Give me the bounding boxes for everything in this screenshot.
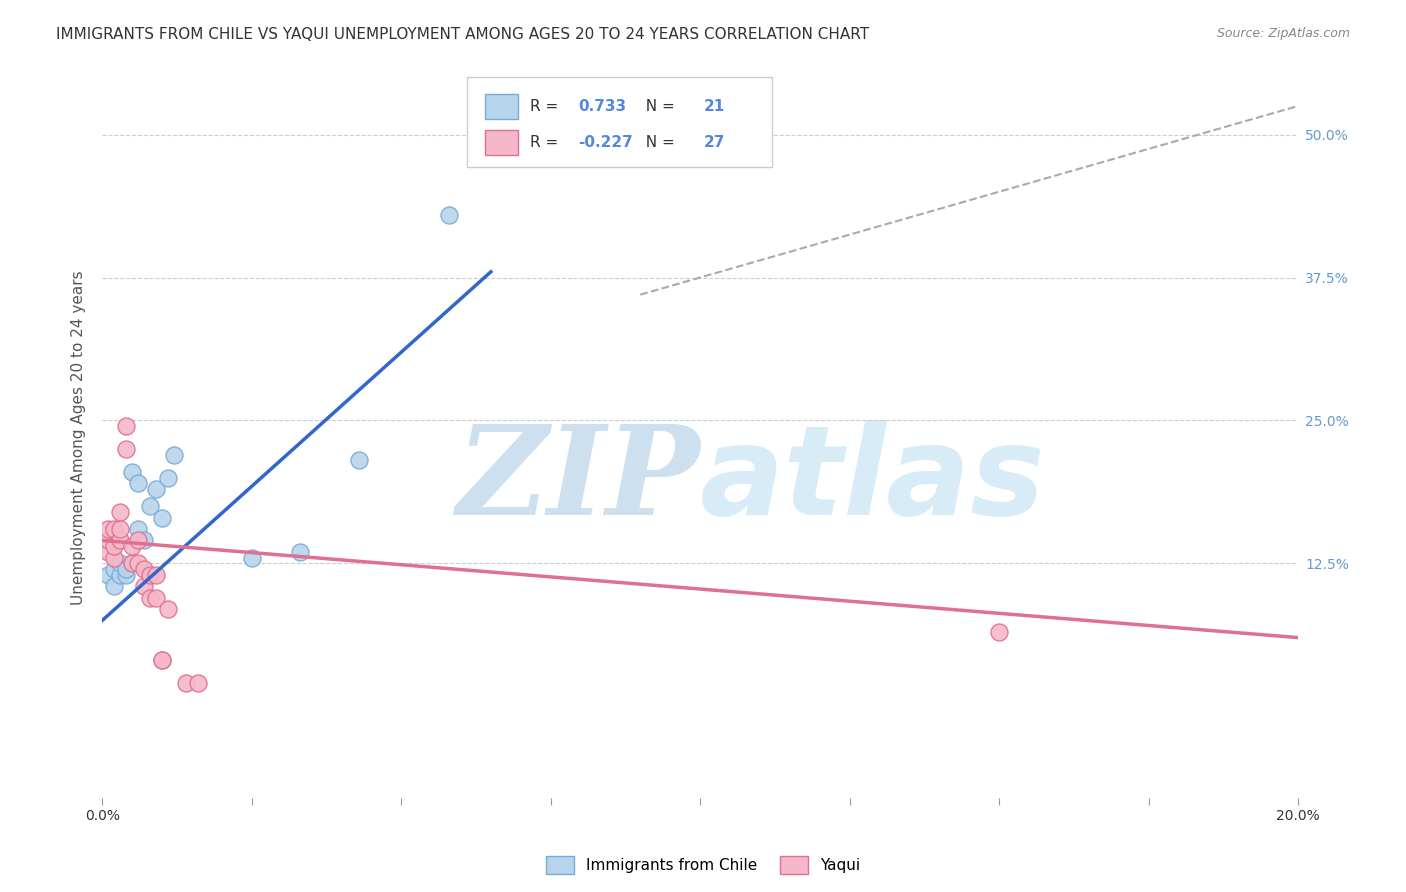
- Point: [115, 562, 138, 576]
- Point: [150, 653, 173, 667]
- Point: [139, 567, 162, 582]
- Point: [103, 539, 125, 553]
- Point: [121, 539, 143, 553]
- Point: [139, 499, 162, 513]
- Point: [174, 676, 197, 690]
- Y-axis label: Unemployment Among Ages 20 to 24 years: Unemployment Among Ages 20 to 24 years: [72, 270, 86, 605]
- Point: [115, 567, 138, 582]
- Text: Source: ZipAtlas.com: Source: ZipAtlas.com: [1216, 27, 1350, 40]
- Point: [108, 533, 131, 548]
- Point: [121, 465, 143, 479]
- Point: [288, 545, 311, 559]
- Point: [121, 557, 143, 571]
- Point: [108, 522, 131, 536]
- Text: 21: 21: [703, 99, 725, 114]
- Point: [145, 482, 167, 496]
- Text: R =: R =: [530, 99, 564, 114]
- Point: [145, 591, 167, 605]
- Point: [240, 550, 263, 565]
- Text: IMMIGRANTS FROM CHILE VS YAQUI UNEMPLOYMENT AMONG AGES 20 TO 24 YEARS CORRELATIO: IMMIGRANTS FROM CHILE VS YAQUI UNEMPLOYM…: [56, 27, 869, 42]
- Point: [97, 545, 120, 559]
- Text: -0.227: -0.227: [578, 135, 633, 150]
- Point: [97, 522, 120, 536]
- Point: [108, 557, 131, 571]
- Text: N =: N =: [636, 135, 679, 150]
- Point: [97, 533, 120, 548]
- Text: ZIP: ZIP: [457, 420, 700, 541]
- Text: N =: N =: [636, 99, 679, 114]
- Point: [132, 579, 155, 593]
- Point: [127, 533, 149, 548]
- Point: [103, 579, 125, 593]
- Point: [145, 567, 167, 582]
- Point: [127, 522, 149, 536]
- FancyBboxPatch shape: [467, 78, 772, 168]
- Point: [132, 562, 155, 576]
- Point: [108, 505, 131, 519]
- Point: [437, 208, 460, 222]
- Text: 27: 27: [703, 135, 725, 150]
- Text: atlas: atlas: [700, 420, 1046, 541]
- Point: [103, 550, 125, 565]
- Text: 0.733: 0.733: [578, 99, 626, 114]
- Point: [150, 653, 173, 667]
- Point: [97, 567, 120, 582]
- Text: R =: R =: [530, 135, 564, 150]
- Point: [988, 624, 1011, 639]
- Point: [108, 567, 131, 582]
- Point: [127, 476, 149, 491]
- Point: [349, 453, 371, 467]
- Point: [187, 676, 209, 690]
- Point: [132, 533, 155, 548]
- Point: [127, 557, 149, 571]
- Point: [121, 557, 143, 571]
- Legend: Immigrants from Chile, Yaqui: Immigrants from Chile, Yaqui: [540, 850, 866, 880]
- Bar: [485, 94, 519, 119]
- Point: [163, 448, 186, 462]
- Point: [139, 591, 162, 605]
- Bar: [485, 129, 519, 155]
- Point: [156, 470, 179, 484]
- Point: [156, 602, 179, 616]
- Point: [150, 510, 173, 524]
- Point: [115, 442, 138, 456]
- Point: [103, 522, 125, 536]
- Point: [103, 562, 125, 576]
- Point: [115, 419, 138, 434]
